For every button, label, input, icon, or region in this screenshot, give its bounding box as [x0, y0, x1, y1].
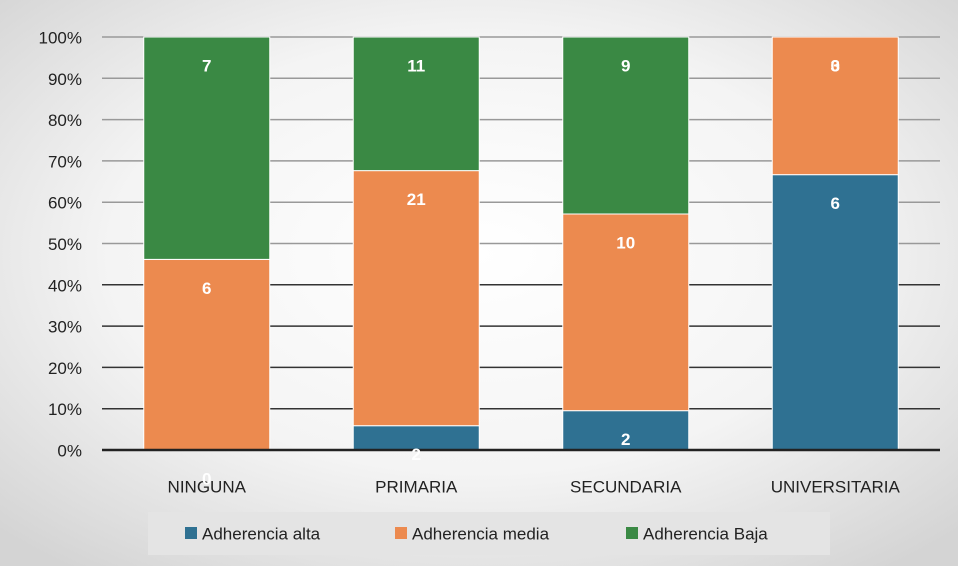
legend-label: Adherencia Baja: [643, 524, 768, 543]
x-tick-label: SECUNDARIA: [570, 477, 682, 496]
data-label: 10: [616, 233, 635, 252]
legend-swatch: [185, 527, 197, 539]
y-tick-label: 0%: [57, 441, 82, 460]
legend-box: [148, 512, 830, 555]
bar-segment: [352, 170, 480, 427]
x-tick-label: UNIVERSITARIA: [771, 477, 901, 496]
bar-segment: [771, 174, 899, 451]
y-tick-label: 20%: [48, 359, 82, 378]
data-label: 0: [831, 56, 840, 75]
y-tick-label: 80%: [48, 111, 82, 130]
data-label: 2: [621, 430, 630, 449]
y-tick-label: 30%: [48, 318, 82, 337]
data-label: 6: [202, 279, 211, 298]
y-tick-label: 40%: [48, 276, 82, 295]
x-tick-label: PRIMARIA: [375, 477, 458, 496]
legend-swatch: [626, 527, 638, 539]
bar-segment: [562, 36, 690, 215]
y-tick-label: 60%: [48, 194, 82, 213]
x-tick-label: NINGUNA: [168, 477, 247, 496]
y-tick-label: 90%: [48, 70, 82, 89]
legend-swatch: [395, 527, 407, 539]
y-tick-label: 70%: [48, 152, 82, 171]
data-label: 0: [202, 469, 211, 488]
y-tick-label: 100%: [39, 28, 82, 47]
data-label: 6: [831, 194, 840, 213]
data-label: 11: [407, 56, 425, 75]
y-tick-label: 10%: [48, 400, 82, 419]
bar-segment: [143, 36, 271, 260]
bar-segment: [352, 36, 480, 172]
bar-segment: [771, 36, 899, 176]
data-label: 21: [407, 190, 426, 209]
data-label: 3: [831, 56, 840, 75]
data-label: 9: [621, 56, 630, 75]
y-tick-label: 50%: [48, 235, 82, 254]
legend-label: Adherencia alta: [202, 524, 321, 543]
bar-segment: [562, 410, 690, 451]
data-label: 2: [412, 445, 421, 464]
bar-segment: [352, 425, 480, 451]
data-label: 7: [202, 56, 211, 75]
legend-label: Adherencia media: [412, 524, 550, 543]
bar-segment: [562, 213, 690, 412]
